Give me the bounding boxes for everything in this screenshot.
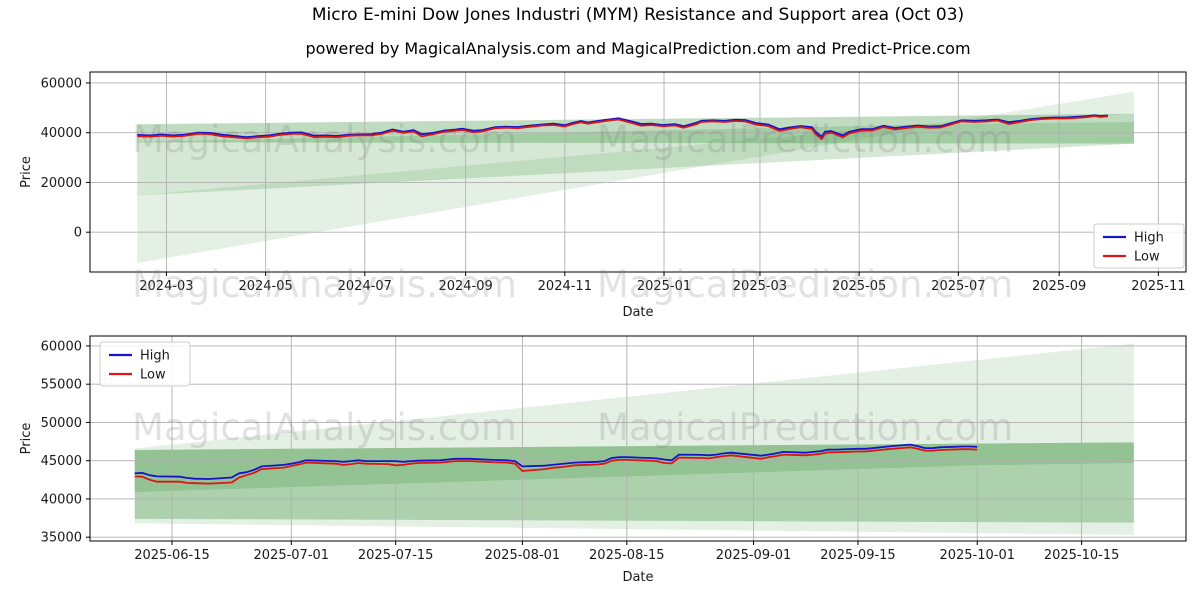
x-tick-label: 2024-05 (238, 279, 292, 294)
chart-title: Micro E-mini Dow Jones Industri (MYM) Re… (311, 5, 965, 25)
x-tick-label: 2024-07 (338, 279, 392, 294)
series-line-high (137, 114, 1108, 139)
chart-subtitle: powered by MagicalAnalysis.com and Magic… (305, 39, 971, 58)
top-chart: MagicalAnalysis.com MagicalPrediction.com… (19, 71, 1187, 320)
y-axis-label: Price (19, 423, 34, 455)
x-tick-label: 2025-07-15 (358, 548, 434, 563)
series-line-low (137, 115, 1108, 141)
tick-labels: 2025-06-15 2025-07-01 2025-07-15 2025-08-01… (41, 339, 1120, 563)
support-resistance-band (137, 113, 1134, 144)
x-tick-label: 2024-11 (538, 279, 592, 294)
gridlines (90, 336, 1186, 541)
tick-labels: 2024-03 2024-05 2024-07 2024-09 2024-11 2025-… (41, 76, 1186, 294)
y-tick-label: 50000 (41, 416, 82, 431)
watermark-analysis: MagicalAnalysis.com (132, 406, 517, 449)
x-tick-label: 2025-06-15 (134, 548, 210, 563)
y-tick-label: 60000 (41, 339, 82, 354)
series-line-low (134, 446, 978, 485)
x-tick-label: 2025-10-15 (1044, 548, 1120, 563)
y-tick-label: 40000 (41, 492, 82, 507)
watermark-analysis: MagicalAnalysis.com (132, 263, 517, 306)
x-tick-label: 2025-07 (931, 279, 985, 294)
y-tick-label: 45000 (41, 454, 82, 469)
y-tick-label: 20000 (41, 176, 82, 191)
legend-label: Low (1134, 250, 1160, 265)
y-tick-label: 35000 (41, 531, 82, 546)
legend-label: Low (140, 368, 166, 383)
support-resistance-band (137, 91, 1134, 264)
gridlines (90, 72, 1186, 272)
support-resistance-band (134, 442, 1134, 523)
legend: High Low (99, 341, 191, 387)
x-tick-label: 2025-09-15 (820, 548, 896, 563)
x-tick-label: 2024-09 (438, 279, 492, 294)
x-tick-label: 2025-05 (832, 279, 886, 294)
axes-frame (89, 335, 1187, 542)
x-tick-label: 2025-01 (637, 279, 691, 294)
y-tick-label: 40000 (41, 126, 82, 141)
legend: High Low (1093, 223, 1185, 269)
x-tick-label: 2025-08-15 (589, 548, 665, 563)
legend-label: High (1134, 231, 1164, 246)
series-line-high (134, 443, 978, 480)
figure-watermarks: MagicalAnalysis.com MagicalPrediction.com (132, 263, 1013, 306)
x-tick-label: 2025-11 (1131, 279, 1185, 294)
x-tick-label: 2025-09-01 (716, 548, 792, 563)
x-tick-label: 2025-10-01 (939, 548, 1015, 563)
watermark-prediction: MagicalPrediction.com (597, 263, 1013, 306)
x-tick-label: 2025-09 (1032, 279, 1086, 294)
support-resistance-band (137, 122, 1134, 196)
y-tick-label: 60000 (41, 76, 82, 91)
legend-label: High (140, 349, 170, 364)
y-tick-label: 55000 (41, 378, 82, 393)
bottom-chart: MagicalAnalysis.com MagicalPrediction.com… (19, 335, 1187, 585)
watermark-analysis: MagicalAnalysis.com (132, 118, 517, 161)
support-resistance-band (134, 343, 1134, 535)
x-axis-label: Date (622, 305, 653, 320)
x-tick-label: 2025-07-01 (254, 548, 330, 563)
x-tick-label: 2024-03 (139, 279, 193, 294)
watermark-prediction: MagicalPrediction.com (597, 406, 1013, 449)
axes-frame (89, 71, 1187, 273)
y-axis-label: Price (19, 156, 34, 188)
x-tick-label: 2025-08-01 (485, 548, 561, 563)
support-resistance-band (134, 442, 1134, 493)
x-tick-label: 2025-03 (733, 279, 787, 294)
y-tick-label: 0 (74, 226, 82, 241)
x-axis-label: Date (622, 570, 653, 585)
